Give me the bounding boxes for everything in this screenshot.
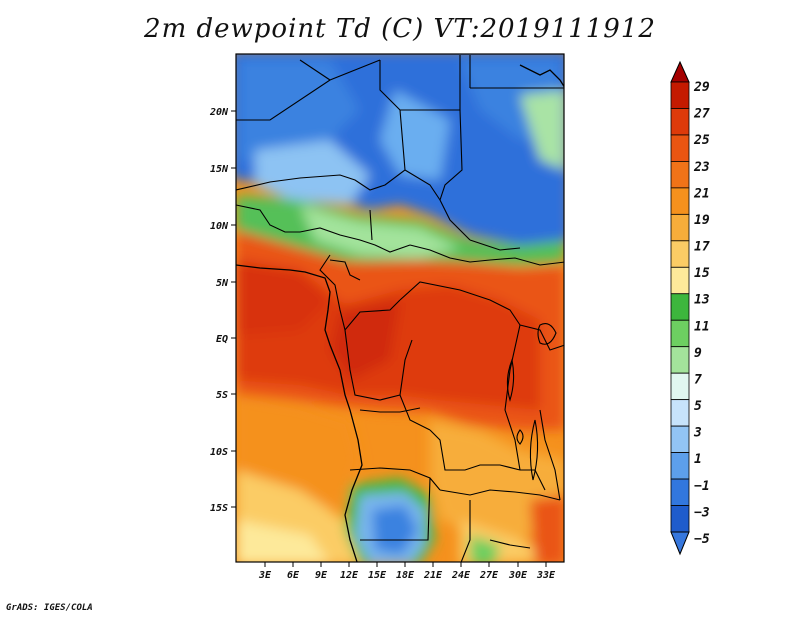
- lakes: [506, 323, 557, 481]
- colorbar-label: 7: [694, 372, 702, 387]
- map-frame: [235, 53, 565, 563]
- colorbar-top-arrow: [670, 60, 690, 83]
- colorbar-cell: [670, 372, 690, 401]
- lat-label: 15S: [210, 503, 228, 514]
- colorbar-cell: [670, 505, 690, 533]
- colorbar-cell: [670, 346, 690, 374]
- colorbar-cell: [670, 399, 690, 427]
- lon-label: 27E: [479, 570, 499, 581]
- colorbar-cell: [670, 240, 690, 268]
- chart-title: 2m dewpoint Td (C) VT:2019111912: [144, 14, 656, 44]
- colorbar-cells: [670, 81, 690, 533]
- dewpoint-field: [236, 54, 564, 562]
- colorbar-label: 19: [694, 213, 710, 228]
- credit-text: GrADS: IGES/COLA: [6, 603, 93, 613]
- colorbar-bottom-arrow: [670, 531, 690, 556]
- colorbar-label: 5: [694, 399, 702, 414]
- colorbar-label: 3: [693, 426, 702, 441]
- colorbar-label: −3: [694, 505, 710, 520]
- lat-axis: 20N 15N 10N 5N EQ 5S 10S 15S: [209, 107, 236, 514]
- colorbar-label: 29: [693, 80, 710, 95]
- colorbar-label: 25: [693, 133, 710, 148]
- colorbar-label: 17: [694, 240, 710, 255]
- lon-label: 18E: [396, 570, 415, 581]
- colorbar-label: −1: [694, 479, 710, 494]
- country-borders: [236, 55, 564, 562]
- lon-label: 24E: [451, 570, 471, 581]
- colorbar-label: 9: [694, 346, 702, 361]
- colorbar-cell: [670, 452, 690, 480]
- lon-axis: 3E 6E 9E 12E 15E 18E 21E 24E 27E 30E 33E: [258, 562, 556, 581]
- colorbar-label: 11: [694, 319, 710, 334]
- colorbar-cell: [670, 478, 690, 506]
- lat-label: 5S: [216, 390, 228, 401]
- colorbar-label: −5: [694, 532, 710, 547]
- colorbar-label: 23: [693, 160, 710, 175]
- lon-label: 9E: [315, 570, 328, 581]
- coastlines: [236, 64, 564, 562]
- colorbar-cell: [670, 425, 690, 453]
- lon-label: 12E: [340, 570, 359, 581]
- colorbar: 29 27 25 23 21 19 17 15 13 11 9 7 5 3 1 −1 −3 −5: [670, 60, 710, 556]
- colorbar-cell: [670, 213, 690, 242]
- colorbar-cell: [670, 319, 690, 348]
- lon-label: 6E: [287, 570, 300, 581]
- lon-label: 33E: [536, 570, 556, 581]
- lat-label: 5N: [216, 278, 229, 289]
- lon-label: 15E: [368, 570, 387, 581]
- lon-label: 30E: [508, 570, 528, 581]
- lon-label: 3E: [258, 570, 272, 581]
- colorbar-label: 27: [693, 107, 710, 122]
- colorbar-cell: [670, 81, 690, 109]
- colorbar-label: 13: [694, 293, 710, 308]
- colorbar-labels: 29 27 25 23 21 19 17 15 13 11 9 7 5 3 1 −1 −3 −5: [693, 80, 710, 547]
- colorbar-cell: [670, 108, 690, 136]
- lat-label: EQ: [216, 334, 228, 345]
- lat-label: 20N: [209, 107, 229, 118]
- colorbar-cell: [670, 293, 690, 321]
- lon-label: 21E: [423, 570, 443, 581]
- lat-label: 10N: [210, 221, 229, 232]
- colorbar-cell: [670, 266, 690, 295]
- lat-label: 15N: [210, 164, 229, 175]
- lat-label: 10S: [210, 447, 228, 458]
- colorbar-cell: [670, 187, 690, 215]
- colorbar-cell: [670, 134, 690, 162]
- colorbar-label: 15: [694, 266, 710, 281]
- colorbar-cell: [670, 161, 690, 189]
- colorbar-label: 21: [693, 186, 710, 201]
- colorbar-label: 1: [694, 452, 702, 467]
